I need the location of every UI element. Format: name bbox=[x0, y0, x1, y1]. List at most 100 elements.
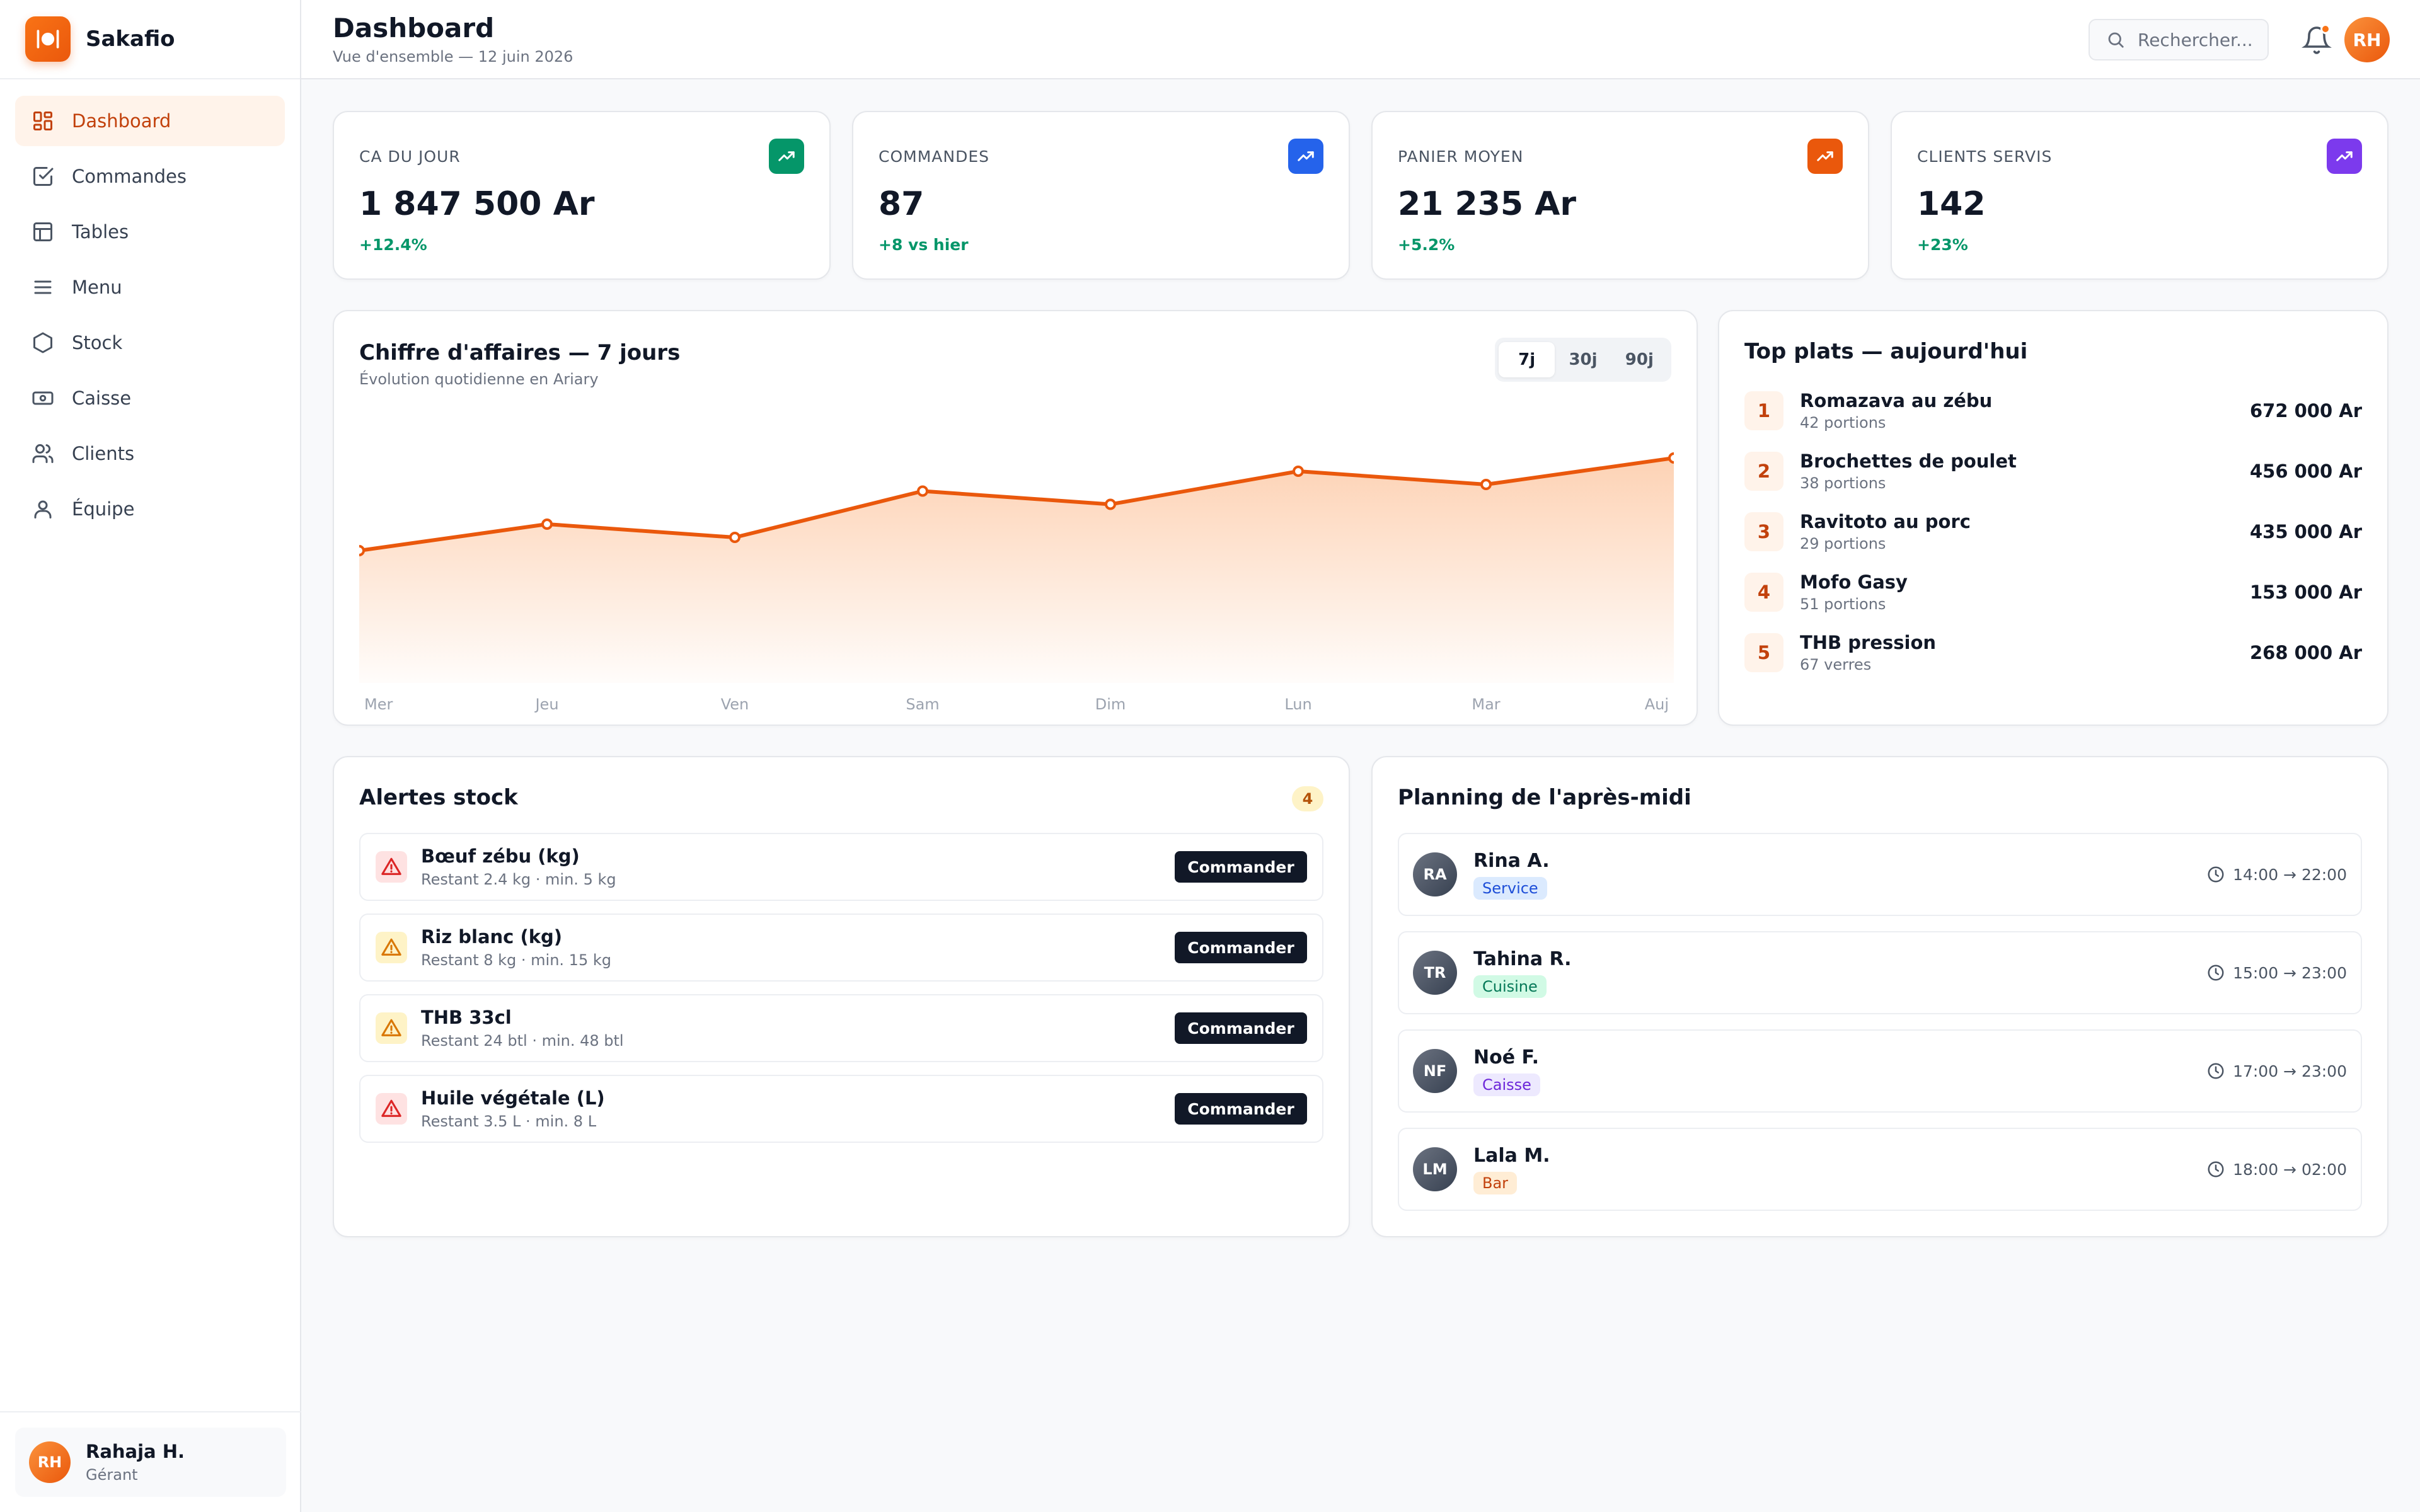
dish-name: Brochettes de poulet bbox=[1800, 450, 2017, 472]
stock-alerts-title: Alertes stock bbox=[359, 785, 518, 810]
dish-rank: 4 bbox=[1744, 573, 1783, 612]
avatar: TR bbox=[1413, 951, 1457, 995]
sidebar-item-dashboard[interactable]: Dashboard bbox=[15, 96, 285, 146]
dish-rank: 2 bbox=[1744, 452, 1783, 491]
alert-name: THB 33cl bbox=[421, 1007, 512, 1028]
staff-row[interactable]: RA Rina A. Service 14:00 → 22:00 bbox=[1398, 833, 2362, 916]
sidebar-item-equipe[interactable]: Équipe bbox=[15, 484, 285, 534]
header-avatar[interactable]: RH bbox=[2344, 17, 2390, 62]
x-tick-label: Jeu bbox=[534, 696, 558, 713]
chart-point[interactable] bbox=[541, 518, 553, 530]
list-item[interactable]: 2 Brochettes de poulet 38 portions 456 00… bbox=[1744, 446, 2362, 496]
stock-alerts-card: Alertes stock 4 Bœuf zébu (kg) Restant 2.… bbox=[333, 756, 1350, 1237]
search-placeholder: Rechercher... bbox=[2138, 29, 2253, 50]
alert-detail: Restant 3.5 L · min. 8 L bbox=[421, 1113, 597, 1130]
dish-rank: 1 bbox=[1744, 391, 1783, 430]
trend-up-icon bbox=[1807, 139, 1843, 174]
role-chip: Service bbox=[1473, 876, 1547, 900]
dish-name: Ravitoto au porc bbox=[1800, 511, 1971, 532]
order-button[interactable]: Commander bbox=[1175, 851, 1307, 883]
dish-amount: 435 000 Ar bbox=[2249, 521, 2362, 542]
notification-button[interactable] bbox=[2302, 24, 2332, 55]
kpi-delta: +12.4% bbox=[359, 236, 427, 254]
list-item[interactable]: 3 Ravitoto au porc 29 portions 435 000 Ar bbox=[1744, 507, 2362, 557]
search-icon bbox=[2106, 29, 2128, 50]
sidebar-divider bbox=[0, 1411, 301, 1412]
dish-qty: 38 portions bbox=[1800, 474, 1886, 492]
range-7j-button[interactable]: 7j bbox=[1499, 342, 1555, 377]
sidebar-item-tables[interactable]: Tables bbox=[15, 207, 285, 257]
range-selector: 7j 30j 90j bbox=[1495, 338, 1671, 382]
users-icon bbox=[30, 441, 55, 466]
checklist-icon bbox=[30, 164, 55, 189]
revenue-line-chart: Mer Jeu Ven Sam Dim Lun Mar Auj bbox=[359, 452, 1674, 713]
kpi-value: 21 235 Ar bbox=[1398, 185, 1577, 223]
shift-time: 17:00 → 23:00 bbox=[2233, 1062, 2347, 1080]
chart-point[interactable] bbox=[1480, 479, 1492, 490]
user-info: Rahaja H. Gérant bbox=[86, 1441, 185, 1484]
chart-point[interactable] bbox=[729, 532, 740, 543]
chart-point[interactable] bbox=[917, 485, 928, 497]
top-dishes-title: Top plats — aujourd'hui bbox=[1744, 339, 2028, 364]
dish-amount: 153 000 Ar bbox=[2249, 581, 2362, 603]
user-card[interactable]: RH Rahaja H. Gérant bbox=[15, 1428, 286, 1497]
sidebar-item-caisse[interactable]: Caisse bbox=[15, 373, 285, 423]
chart-area bbox=[359, 458, 1674, 683]
clock-icon bbox=[2206, 963, 2227, 983]
table-icon bbox=[30, 219, 55, 244]
x-tick-label: Auj bbox=[1645, 696, 1669, 713]
trend-up-icon bbox=[769, 139, 804, 174]
staff-row[interactable]: TR Tahina R. Cuisine 15:00 → 23:00 bbox=[1398, 931, 2362, 1014]
sidebar-item-stock[interactable]: Stock bbox=[15, 318, 285, 368]
planning-card: Planning de l'après-midi RA Rina A. Servi… bbox=[1371, 756, 2388, 1237]
alert-name: Huile végétale (L) bbox=[421, 1087, 605, 1109]
staff-row[interactable]: NF Noé F. Caisse 17:00 → 23:00 bbox=[1398, 1029, 2362, 1113]
chart-point[interactable] bbox=[1293, 466, 1304, 477]
chart-point[interactable] bbox=[1668, 452, 1674, 464]
revenue-chart-card: Chiffre d'affaires — 7 jours Évolution q… bbox=[333, 310, 1698, 726]
list-icon bbox=[30, 275, 55, 300]
chart-point[interactable] bbox=[359, 545, 365, 556]
range-30j-button[interactable]: 30j bbox=[1569, 350, 1598, 369]
sidebar-item-label: Commandes bbox=[72, 166, 187, 187]
user-role: Gérant bbox=[86, 1466, 138, 1484]
kpi-card-commandes: COMMANDES 87 +8 vs hier bbox=[852, 111, 1350, 280]
shift-time: 15:00 → 23:00 bbox=[2233, 963, 2347, 982]
list-item[interactable]: 4 Mofo Gasy 51 portions 153 000 Ar bbox=[1744, 567, 2362, 617]
page-subtitle: Vue d'ensemble — 12 juin 2026 bbox=[333, 48, 573, 66]
list-item[interactable]: 1 Romazava au zébu 42 portions 672 000 Ar bbox=[1744, 386, 2362, 436]
clock-icon bbox=[2206, 1159, 2227, 1179]
order-button[interactable]: Commander bbox=[1175, 932, 1307, 963]
brand[interactable]: Sakafio bbox=[0, 0, 300, 79]
list-item[interactable]: 5 THB pression 67 verres 268 000 Ar bbox=[1744, 627, 2362, 678]
staff-name: Lala M. bbox=[1473, 1144, 1550, 1167]
brand-name: Sakafio bbox=[86, 26, 175, 52]
page-title: Dashboard bbox=[333, 13, 495, 43]
staff-row[interactable]: LM Lala M. Bar 18:00 → 02:00 bbox=[1398, 1128, 2362, 1211]
dish-name: THB pression bbox=[1800, 632, 1937, 653]
x-tick-label: Mer bbox=[364, 696, 393, 713]
sidebar-item-menu[interactable]: Menu bbox=[15, 262, 285, 312]
sidebar-item-label: Équipe bbox=[72, 498, 135, 520]
range-90j-button[interactable]: 90j bbox=[1625, 350, 1654, 369]
dish-qty: 29 portions bbox=[1800, 535, 1886, 553]
dish-qty: 42 portions bbox=[1800, 414, 1886, 432]
x-tick-label: Sam bbox=[906, 696, 939, 713]
user-icon bbox=[30, 496, 55, 522]
alerts-count-badge: 4 bbox=[1292, 786, 1323, 811]
avatar: RA bbox=[1413, 852, 1457, 896]
dish-qty: 51 portions bbox=[1800, 595, 1886, 613]
sidebar-item-label: Menu bbox=[72, 277, 122, 298]
chart-point[interactable] bbox=[1105, 498, 1116, 510]
kpi-delta: +8 vs hier bbox=[879, 236, 969, 254]
alert-name: Riz blanc (kg) bbox=[421, 926, 562, 948]
search-input[interactable]: Rechercher... bbox=[2089, 19, 2269, 60]
order-button[interactable]: Commander bbox=[1175, 1093, 1307, 1125]
sidebar-item-clients[interactable]: Clients bbox=[15, 428, 285, 479]
user-name: Rahaja H. bbox=[86, 1441, 185, 1462]
sidebar-item-label: Stock bbox=[72, 332, 123, 353]
sidebar-item-label: Dashboard bbox=[72, 110, 171, 132]
sidebar-item-commandes[interactable]: Commandes bbox=[15, 151, 285, 202]
order-button[interactable]: Commander bbox=[1175, 1012, 1307, 1044]
sidebar-item-label: Tables bbox=[72, 221, 129, 243]
